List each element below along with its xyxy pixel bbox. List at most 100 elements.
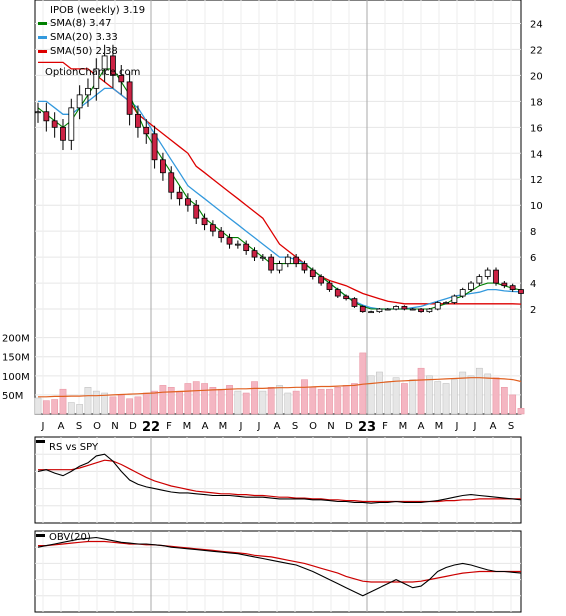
volume-bar xyxy=(292,390,300,415)
legend-label: SMA(50) 2.38 xyxy=(50,46,118,57)
volume-bar xyxy=(209,387,217,415)
volume-bar xyxy=(217,388,225,415)
candle-body xyxy=(268,256,275,271)
candle-body xyxy=(160,159,166,174)
volume-bar xyxy=(517,408,525,415)
price-y-tick-label: 6 xyxy=(530,253,536,264)
candle-body xyxy=(509,285,516,290)
candle-body xyxy=(493,269,499,284)
x-month-label: O xyxy=(309,421,317,432)
price-y-tick-label: 24 xyxy=(530,19,543,30)
volume-bar xyxy=(409,379,417,415)
candle-body xyxy=(351,298,358,307)
candle-body xyxy=(176,191,183,200)
price-panel-frame xyxy=(34,0,522,415)
candle-body xyxy=(193,204,200,219)
volume-bar xyxy=(509,394,517,415)
price-y-tick-label: 8 xyxy=(530,227,536,238)
candle-body xyxy=(226,237,233,245)
volume-bar xyxy=(192,381,200,415)
volume-y-tick-label: 200M xyxy=(2,334,30,345)
legend-swatch xyxy=(38,50,47,53)
volume-bar xyxy=(42,400,50,415)
volume-bar xyxy=(451,379,458,415)
volume-bar xyxy=(142,392,150,415)
candle-body xyxy=(218,230,225,239)
volume-bar xyxy=(117,394,125,415)
volume-bar xyxy=(226,385,233,415)
candle-body xyxy=(259,256,266,259)
volume-y-tick-label: 150M xyxy=(2,353,30,364)
candle-body xyxy=(318,276,325,284)
candle-body xyxy=(409,308,416,311)
x-month-label: S xyxy=(292,421,298,432)
candle-body xyxy=(43,111,50,122)
candle-body xyxy=(209,224,216,232)
volume-bar xyxy=(417,367,425,415)
volume-bar xyxy=(376,371,383,415)
volume-bar xyxy=(500,387,508,415)
x-month-label: S xyxy=(76,421,82,432)
price-y-tick-label: 10 xyxy=(530,201,543,212)
volume-bar xyxy=(59,388,67,415)
candle-body xyxy=(276,263,283,271)
obv-average-line xyxy=(38,540,521,583)
obv-panel-frame xyxy=(34,530,522,613)
volume-bar xyxy=(401,383,408,415)
x-month-label: A xyxy=(418,421,425,432)
candle-body xyxy=(184,198,191,206)
volume-bar xyxy=(309,387,317,415)
candle-body xyxy=(60,126,66,141)
rs-average-line xyxy=(38,459,521,503)
volume-bar xyxy=(276,385,283,415)
x-month-label: A xyxy=(274,421,281,432)
price-y-tick-label: 20 xyxy=(530,71,543,82)
volume-bar xyxy=(284,392,292,415)
volume-bar xyxy=(434,381,442,415)
price-y-tick-label: 4 xyxy=(530,279,536,290)
candle-body xyxy=(459,289,466,297)
volume-bar xyxy=(475,367,483,415)
candle-body xyxy=(401,306,408,310)
candle-body xyxy=(326,282,333,290)
candle-body xyxy=(501,282,508,287)
x-year-label: 23 xyxy=(358,420,376,435)
x-month-label: S xyxy=(508,421,514,432)
x-month-label: N xyxy=(111,421,118,432)
volume-bar xyxy=(126,398,133,415)
volume-average-line xyxy=(38,377,522,398)
volume-bar xyxy=(76,404,84,415)
obv-label: OBV(20) xyxy=(49,532,91,543)
volume-bar xyxy=(342,385,350,415)
volume-bar xyxy=(151,390,158,415)
candle-body xyxy=(426,308,433,313)
volume-bar xyxy=(84,387,92,415)
candle-body xyxy=(518,289,524,294)
price-y-tick-label: 16 xyxy=(530,123,543,134)
price-y-tick-label: 18 xyxy=(530,97,543,108)
source-label: OptionChance.com xyxy=(45,67,140,78)
candle-body xyxy=(101,55,108,70)
volume-bar xyxy=(109,396,117,415)
candle-body xyxy=(168,172,175,193)
volume-bar xyxy=(384,381,392,415)
x-month-label: A xyxy=(490,421,497,432)
volume-bar xyxy=(484,373,492,415)
candle-body xyxy=(334,289,341,297)
volume-bar xyxy=(101,392,108,415)
candle-body xyxy=(243,243,250,252)
candle-body xyxy=(468,282,474,290)
legend-swatch xyxy=(38,22,47,25)
candle-body xyxy=(68,107,75,141)
x-month-label: A xyxy=(58,421,65,432)
chart-title: IPOB (weekly) 3.19 xyxy=(50,5,145,16)
candle-body xyxy=(434,302,441,310)
volume-bar xyxy=(92,390,100,415)
volume-bar xyxy=(392,377,400,415)
x-month-label: J xyxy=(473,421,477,432)
volume-bar xyxy=(492,377,500,415)
rs-line xyxy=(37,453,522,504)
x-month-label: J xyxy=(455,421,459,432)
x-month-label: M xyxy=(399,421,408,432)
